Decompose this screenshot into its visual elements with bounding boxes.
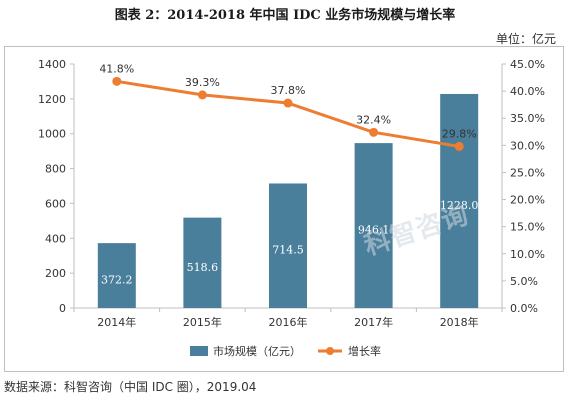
left-tick-label: 0 — [59, 302, 66, 315]
right-tick-label: 40.0% — [510, 85, 545, 98]
growth-rate-point — [197, 90, 207, 100]
source-note: 数据来源：科智咨询（中国 IDC 圈），2019.04 — [4, 380, 257, 394]
chart-title: 图表 2：2014-2018 年中国 IDC 业务市场规模与增长率 — [114, 8, 456, 23]
right-tick-label: 30.0% — [510, 139, 545, 152]
growth-rate-label: 39.3% — [185, 76, 220, 89]
unit-label: 单位：亿元 — [495, 32, 556, 46]
right-tick-label: 10.0% — [510, 248, 545, 261]
left-tick-label: 1400 — [38, 58, 66, 71]
bar-value-label: 1228.0 — [440, 199, 479, 212]
bar — [97, 243, 136, 308]
left-tick-label: 800 — [45, 163, 66, 176]
right-tick-label: 20.0% — [510, 194, 545, 207]
x-tick-label: 2017年 — [354, 315, 393, 329]
bar-value-label: 714.5 — [272, 244, 304, 257]
growth-rate-point — [112, 76, 122, 86]
bar-value-label: 372.2 — [101, 274, 133, 287]
legend-bar-label: 市场规模（亿元） — [213, 344, 301, 358]
right-tick-label: 45.0% — [510, 58, 545, 71]
x-tick-label: 2015年 — [183, 315, 222, 329]
bar — [183, 217, 222, 308]
bar — [269, 183, 307, 308]
bar — [354, 143, 393, 308]
growth-rate-label: 37.8% — [271, 84, 306, 97]
left-tick-label: 200 — [45, 267, 66, 280]
legend-line-label: 增长率 — [348, 344, 381, 358]
x-tick-label: 2016年 — [269, 315, 308, 329]
growth-rate-label: 29.8% — [442, 127, 477, 140]
left-tick-label: 1000 — [38, 128, 66, 141]
right-tick-label: 35.0% — [510, 112, 545, 125]
growth-rate-label: 41.8% — [99, 62, 134, 75]
right-tick-label: 25.0% — [510, 166, 545, 179]
chart-frame — [4, 46, 564, 372]
bar-value-label: 946.1 — [358, 224, 390, 237]
left-tick-label: 600 — [45, 197, 66, 210]
bar-value-label: 518.6 — [187, 261, 219, 274]
legend-line-marker — [326, 347, 334, 355]
right-tick-label: 0.0% — [510, 302, 538, 315]
growth-rate-point — [283, 98, 293, 108]
bar — [440, 93, 479, 308]
legend-bar-swatch — [190, 346, 208, 356]
growth-rate-point — [454, 141, 464, 151]
growth-rate-point — [369, 127, 379, 137]
right-tick-label: 5.0% — [510, 275, 538, 288]
x-tick-label: 2018年 — [440, 315, 479, 329]
growth-rate-label: 32.4% — [356, 113, 391, 126]
left-tick-label: 400 — [45, 232, 66, 245]
left-tick-label: 1200 — [38, 93, 66, 106]
right-tick-label: 15.0% — [510, 221, 545, 234]
x-tick-label: 2014年 — [97, 315, 136, 329]
